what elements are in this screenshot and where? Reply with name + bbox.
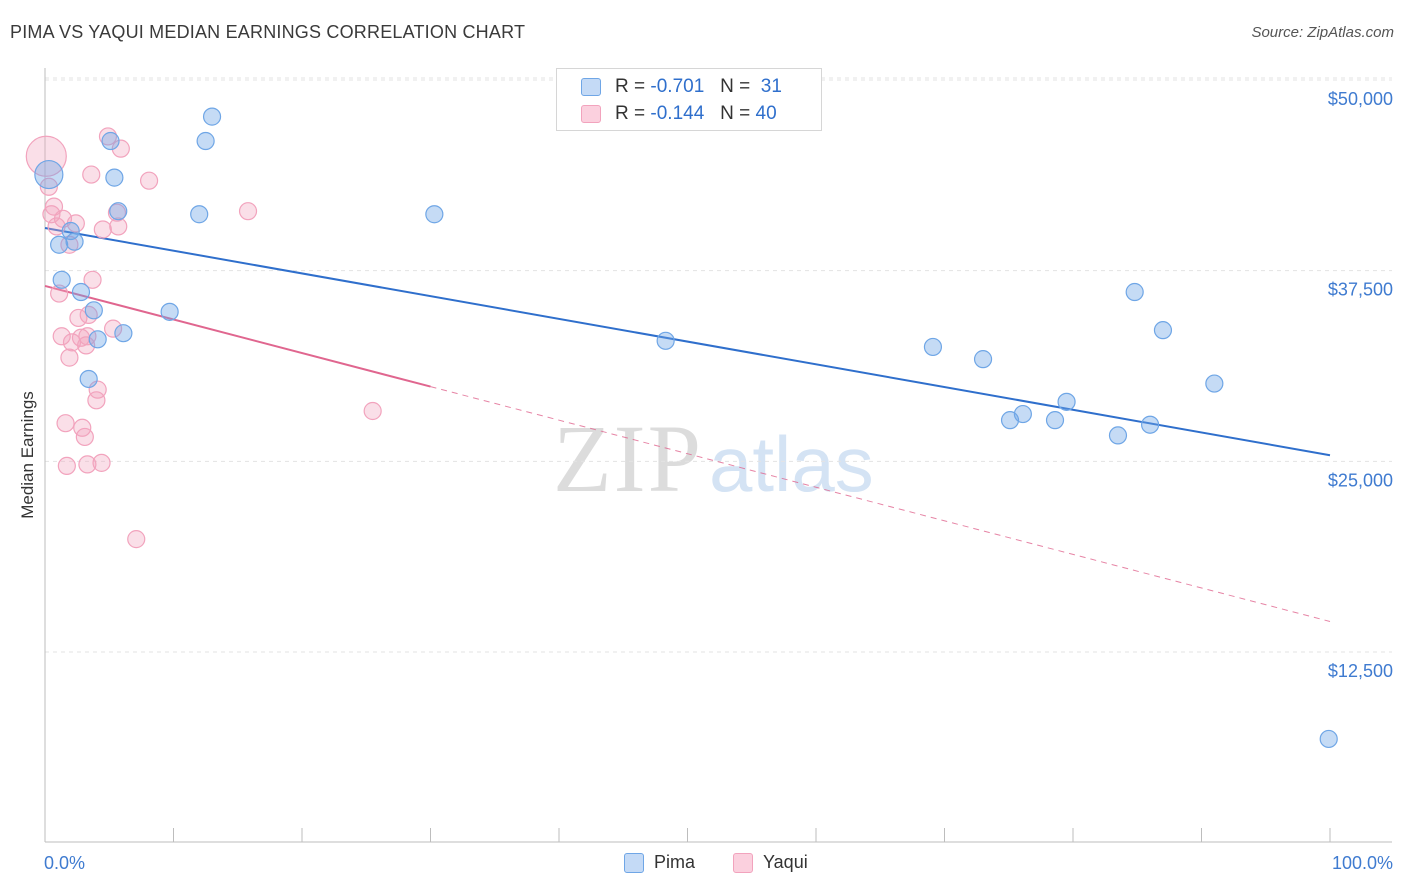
yaqui-point <box>50 284 69 303</box>
pima-n-label: N = <box>720 76 751 97</box>
pima-legend-swatch <box>624 852 644 873</box>
pima-point <box>196 131 215 151</box>
yaqui-point <box>60 348 79 367</box>
yaqui-trend-extension <box>430 386 1331 622</box>
pima-point <box>1319 729 1338 749</box>
pima-point <box>1013 404 1032 424</box>
pima-point <box>1125 282 1144 302</box>
legend-item-pima: Pima <box>624 852 695 873</box>
yaqui-point <box>75 427 94 447</box>
grid-lines <box>45 77 1392 653</box>
pima-point <box>202 107 222 126</box>
correlation-legend: R = -0.701 N = 31 R = -0.144 N = 40 <box>556 68 822 131</box>
pima-point <box>61 221 80 241</box>
pima-point <box>656 331 675 350</box>
yaqui-point <box>77 336 96 355</box>
series-legend: Pima Yaqui <box>0 852 1406 876</box>
x-tick-label-min: 0.0% <box>44 853 85 873</box>
yaqui-point <box>93 220 112 239</box>
yaqui-trend-line <box>44 284 431 388</box>
yaqui-point <box>69 308 88 328</box>
pima-point <box>973 350 993 369</box>
pima-point <box>425 205 444 224</box>
tick-labels: $12,500 $25,000 $37,500 $50,000 0.0% 100.0% <box>44 89 1393 873</box>
yaqui-point <box>363 401 382 421</box>
yaqui-point <box>109 217 128 236</box>
yaqui-legend-swatch <box>733 852 753 873</box>
pima-point <box>101 131 120 151</box>
pima-legend-label: Pima <box>654 852 696 872</box>
yaqui-point <box>238 202 258 221</box>
yaqui-point <box>52 327 71 346</box>
yaqui-point <box>104 319 123 338</box>
yaqui-point <box>78 455 97 474</box>
axes <box>44 68 1392 843</box>
yaqui-point <box>44 197 64 216</box>
legend-item-yaqui: Yaqui <box>733 852 808 873</box>
yaqui-point <box>92 453 111 472</box>
yaqui-point <box>127 530 146 549</box>
pima-point <box>79 369 98 389</box>
yaqui-point <box>83 270 102 289</box>
pima-point <box>923 337 943 357</box>
yaqui-n-value: 40 <box>755 103 777 124</box>
yaqui-point <box>139 171 159 190</box>
yaqui-swatch <box>581 105 601 123</box>
pima-point <box>71 282 91 302</box>
yaqui-point <box>82 165 101 184</box>
legend-row-yaqui: R = -0.144 N = 40 <box>581 102 777 126</box>
yaqui-r-label: R = <box>615 103 646 124</box>
pima-point <box>1045 411 1065 430</box>
y-tick-label: $50,000 <box>1328 89 1393 109</box>
pima-point <box>50 235 69 254</box>
y-tick-label: $12,500 <box>1328 661 1393 681</box>
pima-point <box>1205 374 1224 393</box>
pima-point <box>1057 392 1076 411</box>
pima-point <box>1140 415 1160 434</box>
yaqui-point <box>39 177 58 196</box>
pima-point <box>52 270 71 289</box>
pima-trend-line <box>44 226 1331 457</box>
pima-point <box>84 301 103 320</box>
pima-point <box>160 302 179 321</box>
data-points <box>25 107 1338 749</box>
legend-row-pima: R = -0.701 N = 31 <box>581 75 782 99</box>
pima-swatch <box>581 78 601 96</box>
yaqui-legend-label: Yaqui <box>763 852 808 872</box>
pima-point <box>109 202 128 221</box>
yaqui-point <box>56 414 75 433</box>
y-tick-label: $37,500 <box>1328 280 1393 300</box>
pima-n-value: 31 <box>760 76 782 97</box>
pima-point <box>65 232 84 251</box>
yaqui-point <box>111 139 130 158</box>
yaqui-point <box>78 327 97 346</box>
pima-r-label: R = <box>615 76 646 97</box>
yaqui-point <box>57 456 76 476</box>
pima-r-value: -0.701 <box>650 76 705 97</box>
yaqui-point <box>25 135 67 177</box>
pima-point <box>190 205 209 224</box>
yaqui-point <box>60 235 79 254</box>
pima-point <box>1153 321 1173 340</box>
pima-point <box>105 168 124 187</box>
yaqui-point <box>62 333 82 352</box>
pima-point <box>88 330 107 349</box>
y-tick-label: $25,000 <box>1328 470 1393 490</box>
yaqui-point <box>47 217 66 236</box>
pima-point <box>34 159 64 190</box>
x-tick-label-max: 100.0% <box>1332 853 1393 873</box>
pima-point <box>114 324 133 343</box>
chart-title: PIMA VS YAQUI MEDIAN EARNINGS CORRELATIO… <box>10 22 526 42</box>
yaqui-r-value: -0.144 <box>650 103 705 124</box>
source-label: Source: ZipAtlas.com <box>1251 24 1394 41</box>
yaqui-n-label: N = <box>720 103 751 124</box>
trend-lines <box>44 226 1331 622</box>
pima-point <box>1108 426 1128 445</box>
